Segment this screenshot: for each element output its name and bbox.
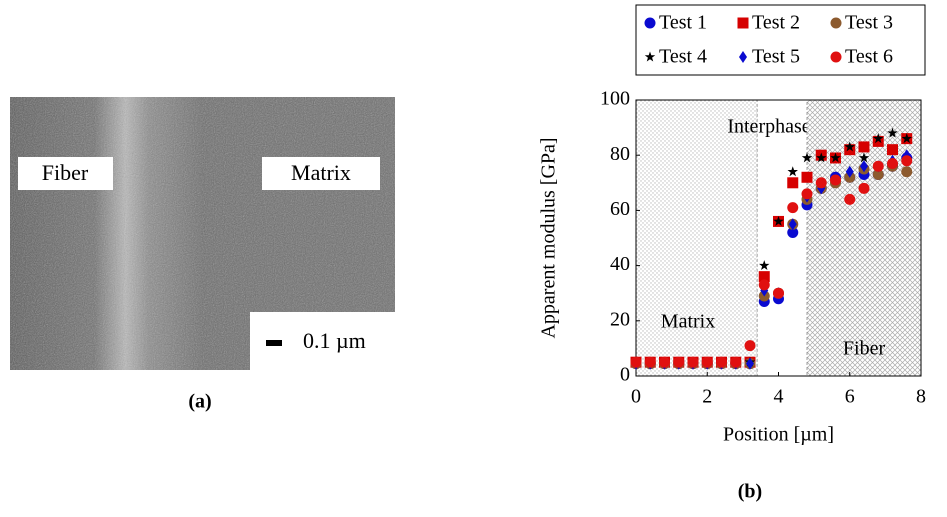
y-tick-label: 40	[610, 253, 630, 275]
caption-b: (b)	[738, 481, 762, 503]
y-tick-label: 80	[610, 143, 630, 165]
marker	[873, 133, 884, 144]
region-label: Fiber	[843, 338, 886, 360]
marker	[816, 152, 827, 163]
y-tick-label: 20	[610, 308, 630, 330]
marker	[787, 166, 798, 177]
x-tick-label: 6	[845, 386, 855, 408]
legend-label: Test 3	[845, 12, 893, 34]
marker	[758, 271, 770, 283]
region-label: Interphase	[727, 116, 810, 138]
region-label: Matrix	[661, 311, 715, 333]
marker	[901, 133, 912, 144]
scale-bar-label: 0.1 µm	[303, 328, 366, 353]
marker	[746, 357, 754, 370]
x-tick-label: 8	[916, 386, 926, 408]
caption-a: (a)	[188, 391, 211, 413]
legend-label: Test 2	[752, 12, 800, 34]
marker	[644, 17, 656, 29]
fiber-label: Fiber	[42, 160, 89, 185]
legend-label: Test 5	[752, 46, 800, 68]
marker	[901, 155, 913, 167]
legend-label: Test 1	[659, 12, 707, 34]
marker	[872, 160, 884, 172]
marker	[673, 356, 685, 368]
marker	[659, 356, 670, 368]
legend-box	[635, 4, 926, 76]
marker	[787, 177, 799, 189]
marker	[788, 218, 797, 231]
marker	[787, 226, 799, 238]
matrix-label: Matrix	[291, 160, 351, 185]
marker	[701, 356, 713, 368]
y-tick-label: 0	[620, 364, 630, 386]
marker	[787, 202, 799, 214]
marker	[730, 356, 742, 368]
marker	[773, 215, 784, 226]
marker	[830, 17, 842, 29]
marker	[830, 51, 842, 63]
marker	[844, 193, 856, 205]
marker	[744, 340, 756, 352]
marker	[758, 279, 770, 291]
micrograph: Fiber Matrix 0.1 µm	[10, 97, 395, 370]
marker	[801, 188, 813, 200]
marker	[830, 152, 841, 163]
marker	[845, 165, 854, 178]
marker	[773, 287, 784, 299]
marker	[801, 152, 813, 163]
y-tick-label: 100	[600, 88, 630, 110]
marker	[858, 141, 870, 153]
marker	[687, 356, 699, 368]
marker	[630, 356, 642, 368]
y-tick-label: 60	[610, 198, 630, 220]
marker	[872, 169, 884, 181]
x-axis-label: Position [µm]	[723, 424, 834, 446]
x-tick-label: 4	[774, 386, 784, 408]
marker	[844, 141, 855, 152]
marker	[801, 171, 813, 183]
region	[635, 99, 758, 377]
marker	[844, 144, 856, 156]
marker	[858, 182, 870, 194]
marker	[759, 260, 770, 271]
marker	[887, 127, 898, 138]
marker	[901, 166, 913, 178]
legend-label: Test 4	[659, 46, 707, 68]
marker	[716, 356, 727, 368]
legend-label: Test 6	[845, 46, 893, 68]
marker	[830, 174, 841, 186]
marker	[737, 17, 749, 29]
marker	[887, 157, 898, 169]
marker	[815, 177, 827, 189]
marker	[872, 135, 884, 147]
marker	[887, 144, 898, 156]
marker	[860, 160, 868, 173]
x-tick-label: 0	[631, 386, 641, 408]
marker	[858, 152, 870, 163]
x-tick-label: 2	[702, 386, 712, 408]
marker	[739, 51, 747, 63]
marker	[644, 356, 656, 368]
marker	[644, 51, 656, 62]
y-axis-label: Apparent modulus [GPa]	[538, 137, 560, 338]
